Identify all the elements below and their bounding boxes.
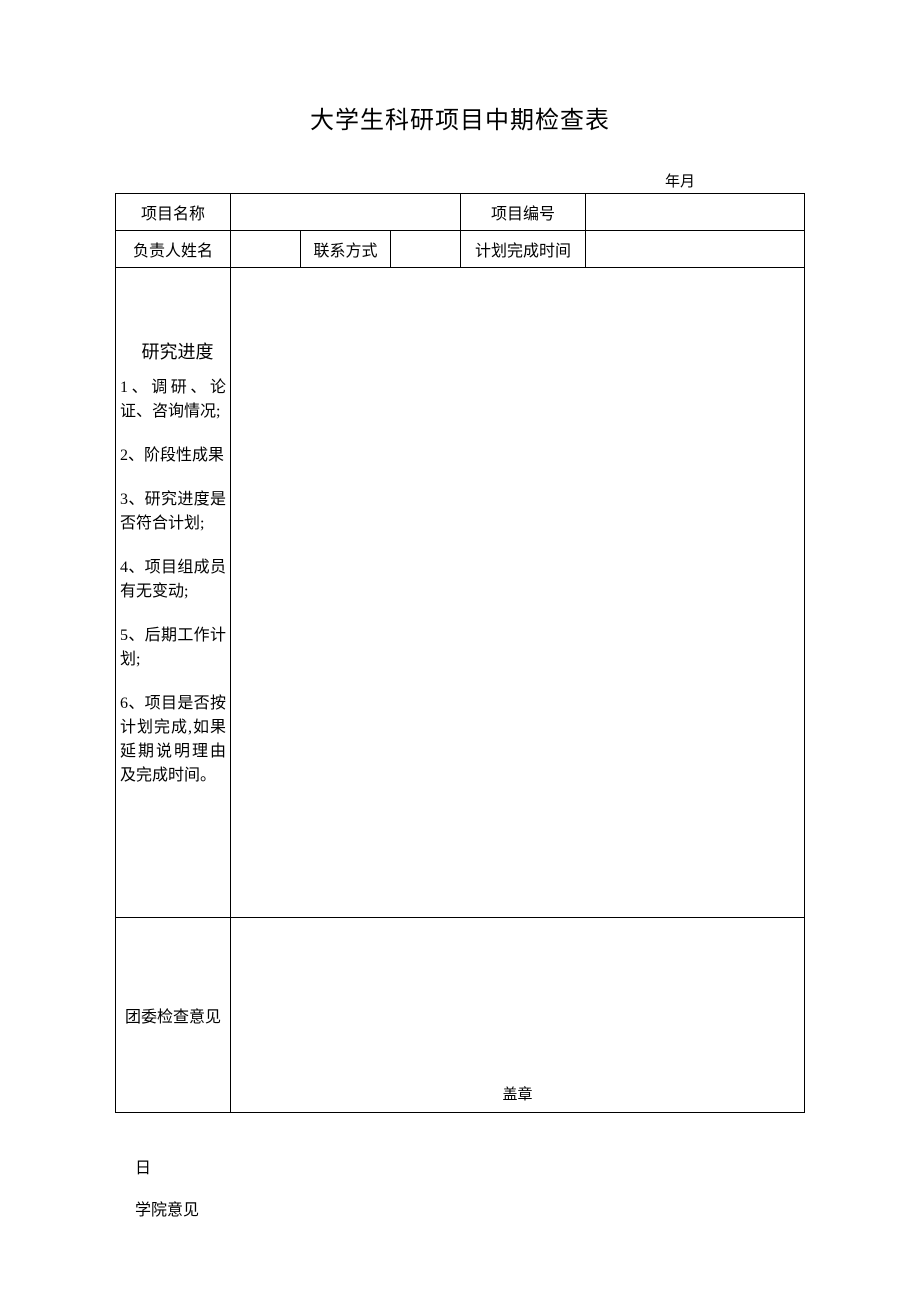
person-name-value[interactable] [231,231,301,268]
progress-header: 研究进度 [118,338,228,364]
progress-item-4: 4、项目组成员有无变动; [118,556,228,604]
project-name-value[interactable] [231,194,461,231]
plan-time-label: 计划完成时间 [461,231,586,268]
progress-item-2: 2、阶段性成果 [118,444,228,468]
progress-item-6: 6、项目是否按计划完成,如果延期说明理由及完成时间。 [118,692,228,788]
college-opinion-label: 学院意见 [135,1190,805,1232]
row-person-info: 负责人姓名 联系方式 计划完成时间 [116,231,805,268]
row-committee: 团委检查意见 盖章 [116,918,805,1113]
committee-label: 团委检查意见 [116,918,231,1113]
day-label: 日 [135,1148,805,1190]
form-table: 项目名称 项目编号 负责人姓名 联系方式 计划完成时间 研究进度 1、调研、论证… [115,193,805,1113]
project-number-value[interactable] [586,194,805,231]
project-number-label: 项目编号 [461,194,586,231]
progress-item-3: 3、研究进度是否符合计划; [118,488,228,536]
contact-label: 联系方式 [301,231,391,268]
progress-content-value[interactable] [231,268,805,918]
page-container: 大学生科研项目中期检查表 年月 项目名称 项目编号 负责人姓名 联系方式 计划完… [0,0,920,1231]
person-name-label: 负责人姓名 [116,231,231,268]
progress-label-cell: 研究进度 1、调研、论证、咨询情况; 2、阶段性成果 3、研究进度是否符合计划;… [116,268,231,918]
document-title: 大学生科研项目中期检查表 [115,100,805,135]
date-label: 年月 [115,170,805,191]
progress-item-5: 5、后期工作计划; [118,624,228,672]
row-project-info: 项目名称 项目编号 [116,194,805,231]
below-section: 日 学院意见 [115,1148,805,1231]
project-name-label: 项目名称 [116,194,231,231]
contact-value[interactable] [391,231,461,268]
committee-content-cell[interactable]: 盖章 [231,918,805,1113]
seal-label: 盖章 [502,1083,532,1104]
plan-time-value[interactable] [586,231,805,268]
progress-item-1: 1、调研、论证、咨询情况; [118,376,228,424]
row-progress: 研究进度 1、调研、论证、咨询情况; 2、阶段性成果 3、研究进度是否符合计划;… [116,268,805,918]
